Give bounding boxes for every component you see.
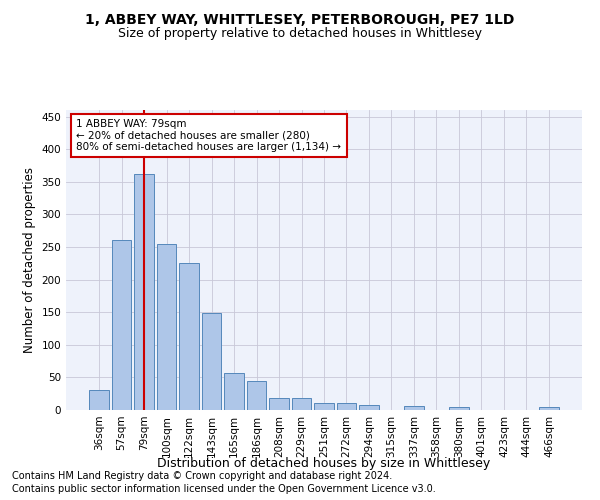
Text: Size of property relative to detached houses in Whittlesey: Size of property relative to detached ho… <box>118 28 482 40</box>
Bar <box>157 244 176 410</box>
Bar <box>314 403 334 410</box>
Y-axis label: Number of detached properties: Number of detached properties <box>23 167 36 353</box>
Bar <box>89 390 109 410</box>
Bar <box>134 174 154 410</box>
Text: Contains public sector information licensed under the Open Government Licence v3: Contains public sector information licen… <box>12 484 436 494</box>
Bar <box>112 240 131 410</box>
Text: Distribution of detached houses by size in Whittlesey: Distribution of detached houses by size … <box>157 458 491 470</box>
Bar <box>539 408 559 410</box>
Bar <box>202 314 221 410</box>
Bar <box>404 406 424 410</box>
Bar <box>224 373 244 410</box>
Text: 1, ABBEY WAY, WHITTLESEY, PETERBOROUGH, PE7 1LD: 1, ABBEY WAY, WHITTLESEY, PETERBOROUGH, … <box>85 12 515 26</box>
Bar <box>179 264 199 410</box>
Bar <box>449 408 469 410</box>
Text: Contains HM Land Registry data © Crown copyright and database right 2024.: Contains HM Land Registry data © Crown c… <box>12 471 392 481</box>
Bar <box>337 403 356 410</box>
Bar <box>359 406 379 410</box>
Bar <box>292 398 311 410</box>
Bar <box>247 380 266 410</box>
Bar <box>269 398 289 410</box>
Text: 1 ABBEY WAY: 79sqm
← 20% of detached houses are smaller (280)
80% of semi-detach: 1 ABBEY WAY: 79sqm ← 20% of detached hou… <box>76 119 341 152</box>
